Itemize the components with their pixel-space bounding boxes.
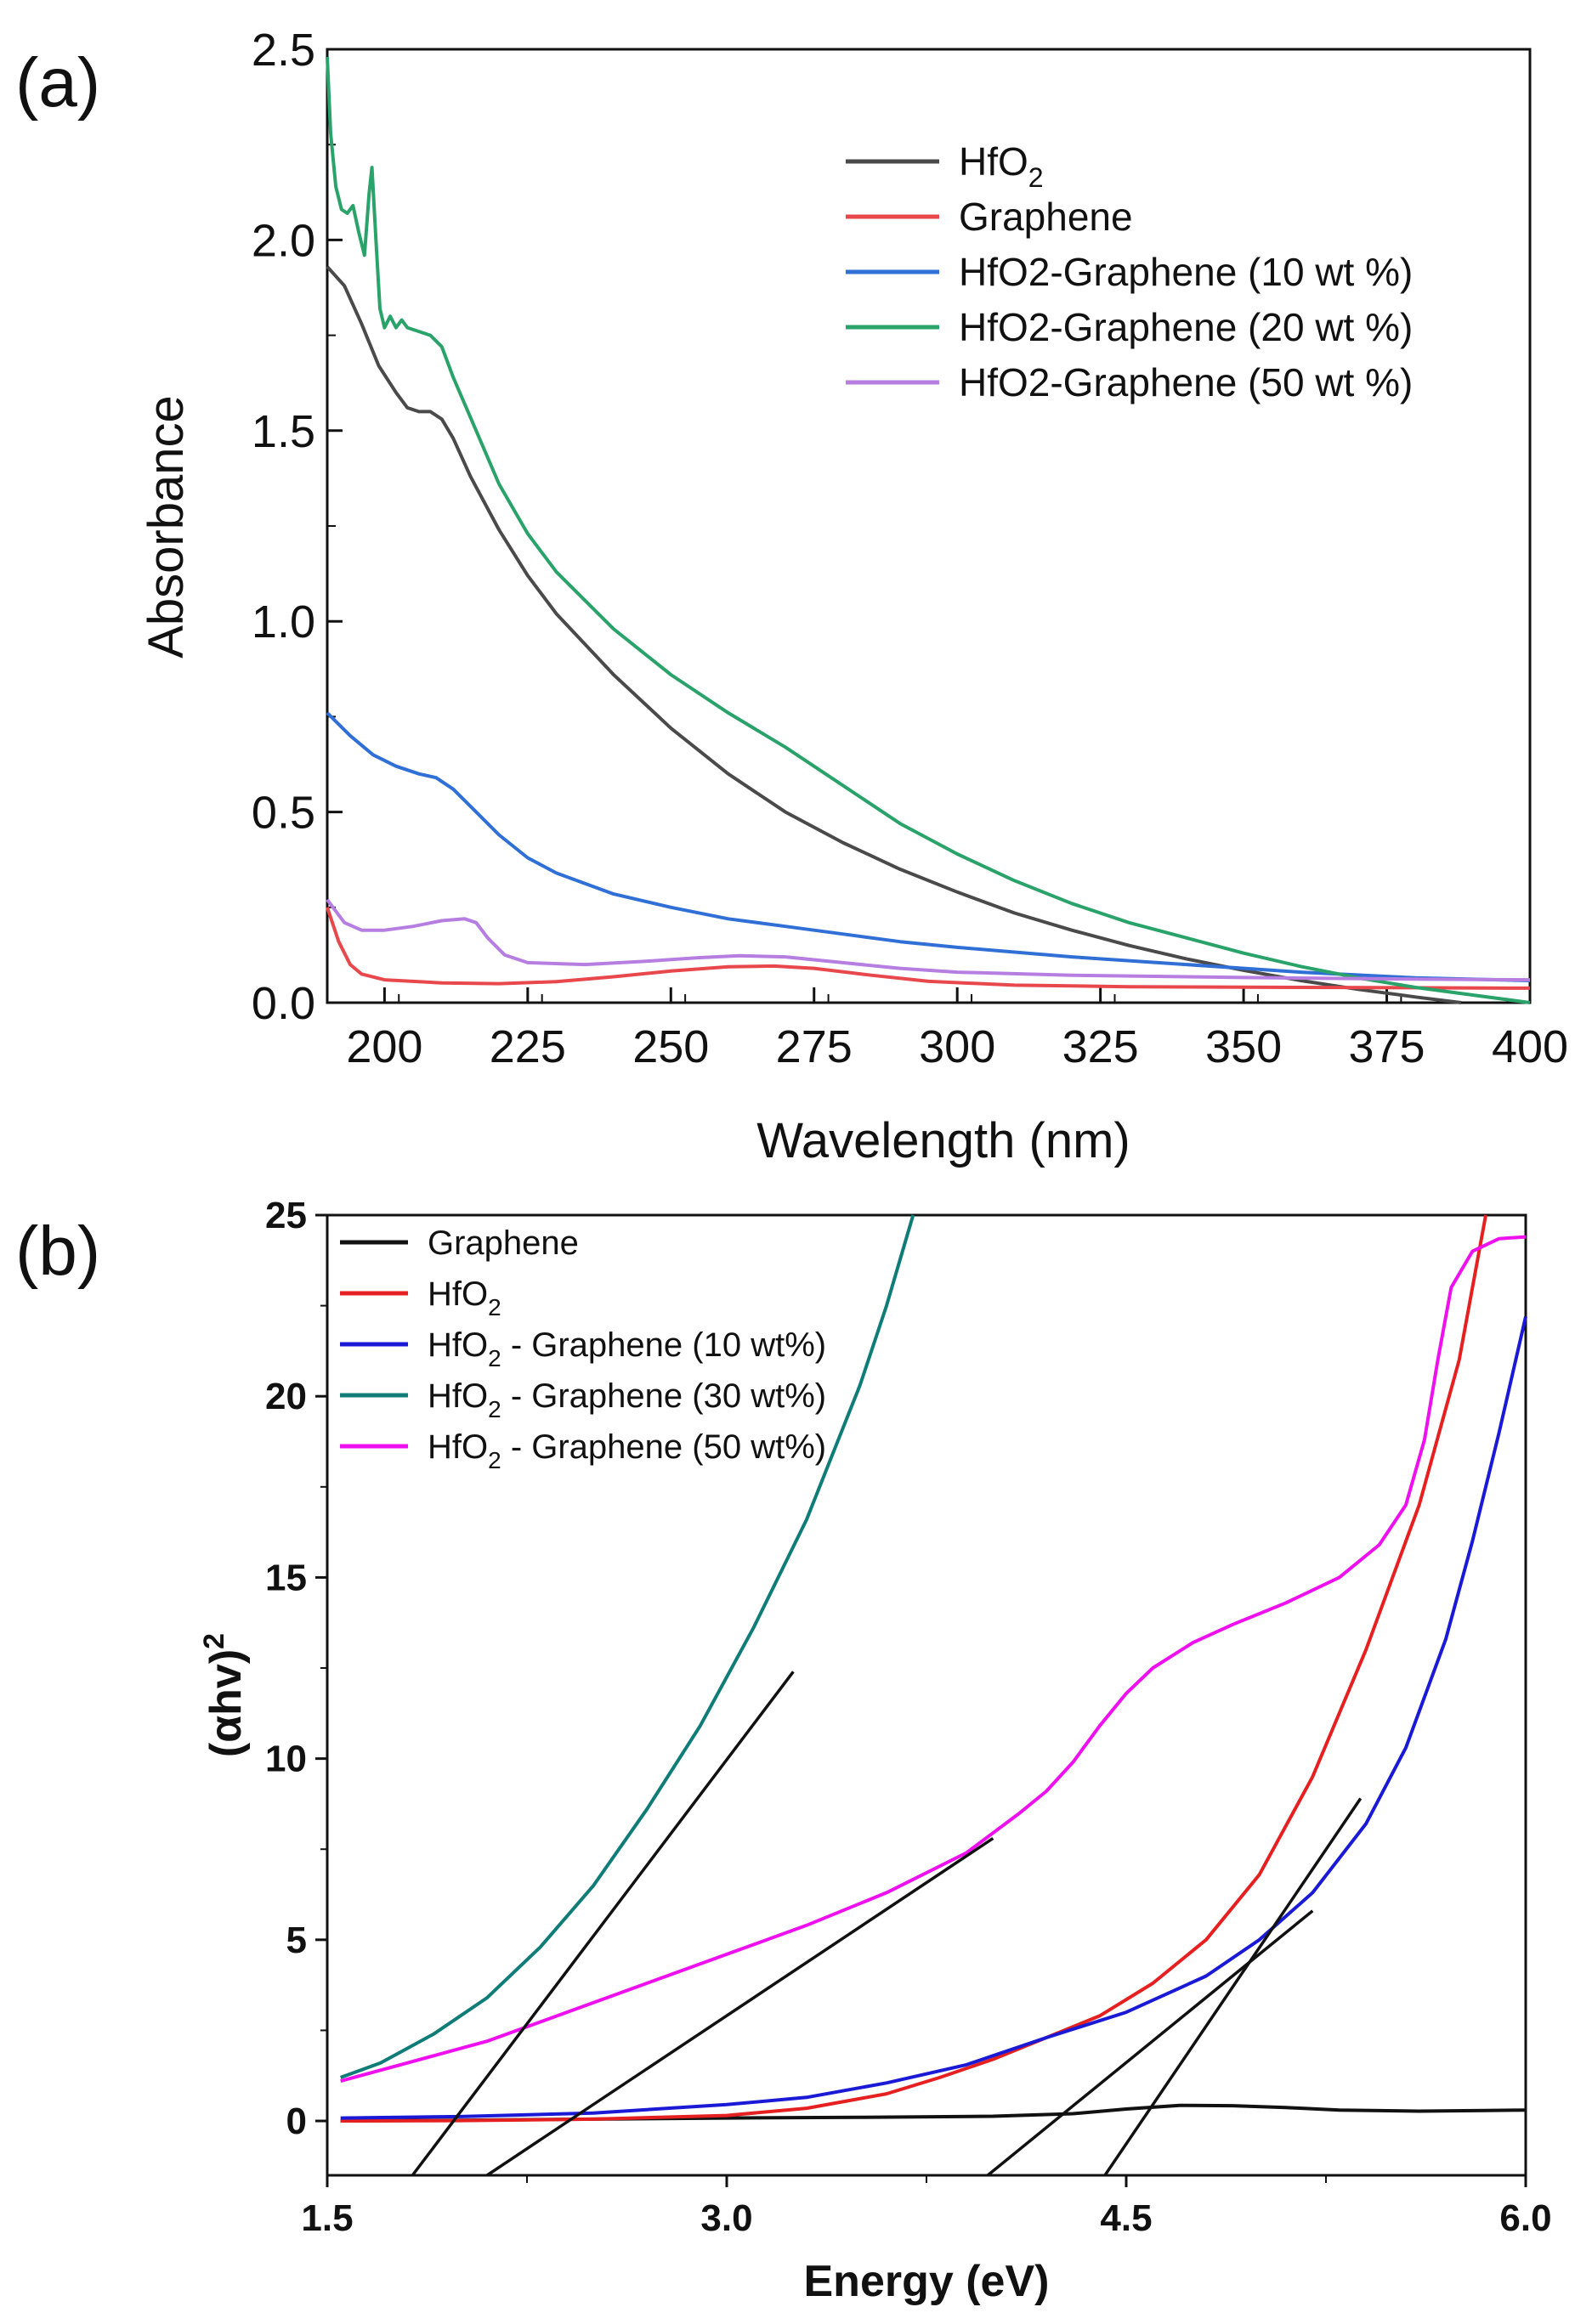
x-tick-label-a: 325 [1062, 1021, 1139, 1072]
x-tick-label-b: 6.0 [1499, 2197, 1551, 2239]
legend-label-a-text: Graphene [959, 195, 1133, 239]
x-tick-label-b: 1.5 [301, 2197, 353, 2239]
legend-label-b-text: HfO [428, 1326, 488, 1364]
legend-label-b-1: HfO2 [428, 1275, 501, 1320]
series-line-b-3 [340, 1214, 915, 2079]
x-tick-label-a: 275 [776, 1021, 853, 1072]
y-tick-label-b: 0 [286, 2101, 307, 2142]
tangent-line-2 [986, 1909, 1314, 2177]
legend-label-b-0: Graphene [428, 1224, 579, 1262]
legend-label-a-4: HfO2-Graphene (50 wt %) [959, 360, 1413, 404]
legend-label-a-text: HfO [959, 139, 1028, 184]
legend-label-a-1: Graphene [959, 195, 1133, 239]
x-tick-label-a: 200 [346, 1021, 422, 1072]
series-line-b-1 [340, 1214, 1487, 2123]
legend-label-a-2: HfO2-Graphene (10 wt %) [959, 250, 1413, 294]
axes-b: 1.5 3.0 4.5 6.0 0 5 10 15 20 25 [265, 1195, 1552, 2239]
panel-label-b: (b) [15, 1213, 100, 1290]
y-axis-title-b-sup: 2 [198, 1633, 230, 1649]
series-line-b-4 [340, 1235, 1527, 2084]
y-tick-label-b: 25 [265, 1195, 307, 1236]
legend-label-b-text: HfO [428, 1377, 488, 1415]
series-line-a-4 [326, 898, 1531, 982]
legend-label-b-subscript: 2 [488, 1294, 501, 1320]
series-line-a-1 [326, 907, 1531, 990]
chart-b: (b) 1.5 3.0 4.5 6.0 0 5 10 15 20 25 Energy (eV) (… [15, 1195, 1552, 2306]
axes-a: 200 225 250 275 300 325 350 375 400 0.0 0.5 1.0 1.5 2… [252, 25, 1568, 1072]
y-axis-title-a: Absorbance [139, 395, 194, 659]
series-group-b [340, 1214, 1527, 2177]
y-tick-label-a: 0.0 [252, 978, 315, 1029]
legend-label-b-text: HfO [428, 1275, 488, 1313]
legend-label-a-3: HfO2-Graphene (20 wt %) [959, 305, 1413, 349]
plot-area-a [326, 48, 1532, 1004]
y-tick-label-a: 2.5 [252, 25, 315, 76]
y-axis-title-b: (αhv)2 [198, 1633, 251, 1757]
chart-a: (a) 200 225 250 275 300 325 350 375 400 0.0 0.5 1.0… [15, 25, 1568, 1168]
x-tick-label-a: 350 [1205, 1021, 1282, 1072]
panel-label-a: (a) [15, 44, 100, 122]
x-tick-label-b: 4.5 [1100, 2197, 1152, 2239]
y-axis-title-b-main: (αhv) [201, 1649, 251, 1757]
legend-label-b-suffix: - Graphene (10 wt%) [501, 1326, 826, 1364]
legend-label-b-subscript: 2 [488, 1447, 501, 1473]
series-line-b-2 [340, 1315, 1527, 2120]
legend-label-a-text: HfO2-Graphene (20 wt %) [959, 305, 1413, 349]
y-tick-label-a: 2.0 [252, 215, 315, 266]
x-axis-title-b: Energy (eV) [804, 2257, 1050, 2306]
legend-label-b-2: HfO2 - Graphene (10 wt%) [428, 1326, 826, 1371]
y-tick-label-a: 1.5 [252, 406, 315, 457]
legend-label-b-3: HfO2 - Graphene (30 wt%) [428, 1377, 826, 1422]
legend-label-a-0: HfO2 [959, 139, 1044, 193]
x-tick-label-a: 375 [1348, 1021, 1425, 1072]
series-group-a [326, 56, 1531, 1004]
series-line-a-0 [326, 265, 1462, 1004]
legend-label-b-suffix: - Graphene (30 wt%) [501, 1377, 826, 1415]
x-axis-title-a: Wavelength (nm) [756, 1113, 1130, 1168]
series-line-a-3 [326, 56, 1531, 1004]
y-tick-label-b: 10 [265, 1739, 307, 1780]
legend-label-b-text: HfO [428, 1428, 488, 1466]
x-tick-label-a: 250 [632, 1021, 709, 1072]
legend-label-a-text: HfO2-Graphene (50 wt %) [959, 360, 1413, 404]
legend-label-b-suffix: - Graphene (50 wt%) [501, 1428, 826, 1466]
y-tick-label-b: 20 [265, 1376, 307, 1417]
tangent-line-0 [411, 1671, 795, 2177]
x-tick-label-a: 400 [1492, 1021, 1568, 1072]
y-tick-label-b: 15 [265, 1557, 307, 1598]
legend-label-a-subscript: 2 [1028, 162, 1044, 193]
tangent-line-1 [486, 1836, 994, 2177]
legend-label-b-subscript: 2 [488, 1345, 501, 1371]
legend-label-b-4: HfO2 - Graphene (50 wt%) [428, 1428, 826, 1473]
legend-label-a-text: HfO2-Graphene (10 wt %) [959, 250, 1413, 294]
y-tick-label-a: 1.0 [252, 597, 315, 647]
legend-label-b-subscript: 2 [488, 1396, 501, 1422]
y-tick-label-a: 0.5 [252, 788, 315, 839]
series-line-a-2 [326, 711, 1531, 982]
tangent-line-3 [1103, 1797, 1363, 2176]
x-tick-label-a: 225 [490, 1021, 566, 1072]
legend-label-b-text: Graphene [428, 1224, 579, 1262]
y-tick-label-b: 5 [286, 1920, 307, 1961]
x-tick-label-a: 300 [919, 1021, 995, 1072]
x-tick-label-b: 3.0 [700, 2197, 752, 2239]
